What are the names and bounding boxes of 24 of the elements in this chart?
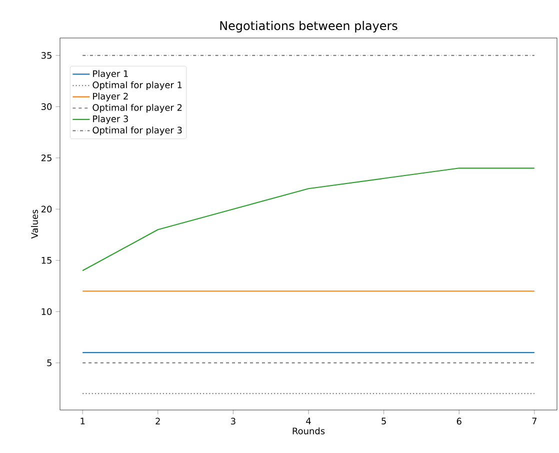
y-tick-label: 35 xyxy=(42,52,52,59)
x-tick-label: 3 xyxy=(231,418,236,425)
y-tick-label: 10 xyxy=(42,308,52,316)
line-series xyxy=(82,168,535,272)
x-tick-label: 5 xyxy=(382,418,386,424)
x-tick-label: 6 xyxy=(456,418,462,425)
legend-label: Optimal for player 3 xyxy=(92,126,182,136)
legend-label: Player 1 xyxy=(93,70,128,79)
legend-label: Player 3 xyxy=(93,115,128,124)
x-tick-label: 4 xyxy=(306,418,311,424)
y-tick-label: 20 xyxy=(41,206,52,213)
y-axis-title: Values xyxy=(31,210,38,239)
chart-title: Negotiations between players xyxy=(220,20,398,32)
legend-label: Optimal for player 2 xyxy=(92,104,182,113)
x-tick-label: 1 xyxy=(80,418,85,424)
x-tick-label: 7 xyxy=(532,418,536,424)
y-tick-label: 30 xyxy=(42,103,52,110)
x-tick-label: 2 xyxy=(156,418,160,424)
x-axis-title: Rounds xyxy=(292,427,325,434)
legend-label: Player 2 xyxy=(93,92,128,102)
y-tick-label: 25 xyxy=(41,154,52,162)
legend-label: Optimal for player 1 xyxy=(92,81,182,90)
y-tick-label: 5 xyxy=(47,360,52,366)
y-tick-label: 15 xyxy=(42,257,52,264)
